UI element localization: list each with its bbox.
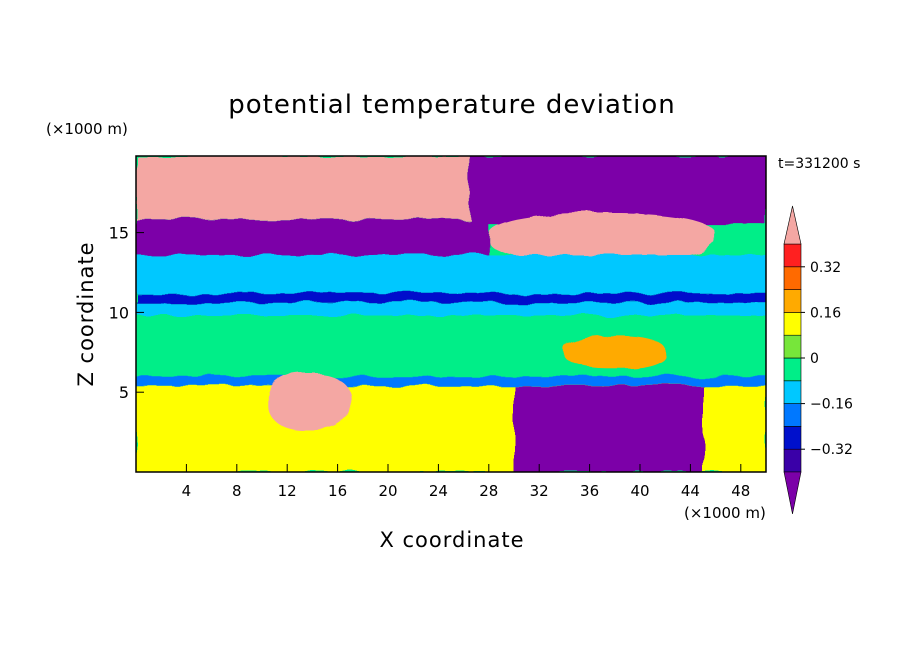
x-tick-label: 24 xyxy=(429,482,448,500)
contour-region-warm-bubble-pink xyxy=(268,373,351,431)
contour-region-green-mid xyxy=(136,315,766,377)
colorbar-segment xyxy=(783,403,802,427)
x-tick-label: 48 xyxy=(731,482,750,500)
y-unit-label: (×1000 m) xyxy=(46,120,128,138)
colorbar-segment xyxy=(783,380,802,404)
contour-region-dark-blue-band xyxy=(136,293,766,303)
y-tick-label: 15 xyxy=(109,224,129,243)
plot-area xyxy=(136,156,766,472)
x-tick-label: 20 xyxy=(378,482,397,500)
x-tick-label: 32 xyxy=(530,482,549,500)
contour-region-upper-pink-left xyxy=(136,156,470,220)
contour-region-cyan-band-lower xyxy=(136,302,766,316)
contour-region-blue-band-low xyxy=(136,376,766,386)
x-tick-label: 40 xyxy=(630,482,649,500)
colorbar-segment xyxy=(783,334,802,359)
x-tick-label: 28 xyxy=(479,482,498,500)
contour-region-yellow-core xyxy=(564,336,666,369)
colorbar-tick-label: −0.16 xyxy=(810,397,853,413)
y-axis-label: Z coordinate xyxy=(74,241,98,386)
colorbar-segment xyxy=(783,289,802,313)
contour-region-upper-purple-band xyxy=(136,219,489,255)
x-unit-label: (×1000 m) xyxy=(684,504,766,522)
plot-frame xyxy=(135,155,767,473)
chart-title: potential temperature deviation xyxy=(228,90,675,120)
colorbar-segment xyxy=(783,426,802,450)
x-tick-label: 4 xyxy=(182,482,192,500)
contour-region-upper-purple-right xyxy=(469,156,766,225)
colorbar-tick-label: 0.32 xyxy=(810,260,841,276)
colorbar-segment xyxy=(783,312,802,336)
x-tick-label: 44 xyxy=(681,482,700,500)
colorbar-tick-label: 0.16 xyxy=(810,305,841,321)
contour-region-cloud-top-pink xyxy=(488,213,716,262)
colorbar-top-arrow xyxy=(783,205,802,245)
colorbar-segment xyxy=(783,448,802,473)
colorbar-tick-label: 0 xyxy=(810,351,819,367)
contour-region-cold-pool-purple xyxy=(514,385,703,472)
timestamp-label: t=331200 s xyxy=(778,156,860,172)
x-axis-label: X coordinate xyxy=(379,528,524,552)
colorbar-segment xyxy=(783,357,802,382)
x-tick-label: 16 xyxy=(328,482,347,500)
colorbar-bottom-arrow xyxy=(783,471,802,515)
y-tick-label: 5 xyxy=(119,383,129,402)
colorbar-segment xyxy=(783,243,802,268)
x-tick-label: 12 xyxy=(278,482,297,500)
colorbar-tick-label: −0.32 xyxy=(810,442,853,458)
x-tick-label: 36 xyxy=(580,482,599,500)
colorbar: 0.32 0.16 0 −0.16 −0.32 xyxy=(783,205,853,515)
x-tick-label: 8 xyxy=(232,482,242,500)
colorbar-segment xyxy=(783,266,802,290)
y-tick-label: 10 xyxy=(109,303,129,322)
contour-region-cyan-band-upper xyxy=(136,254,766,294)
